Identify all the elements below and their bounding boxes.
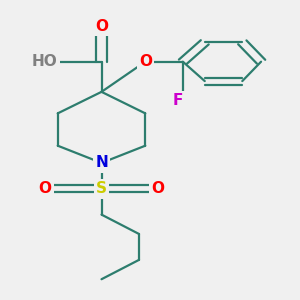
Text: N: N (95, 155, 108, 170)
Text: O: O (152, 181, 165, 196)
Text: O: O (38, 181, 51, 196)
Text: F: F (172, 93, 183, 108)
Text: O: O (95, 19, 108, 34)
Text: O: O (139, 54, 152, 69)
Text: S: S (96, 181, 107, 196)
Text: HO: HO (32, 54, 58, 69)
